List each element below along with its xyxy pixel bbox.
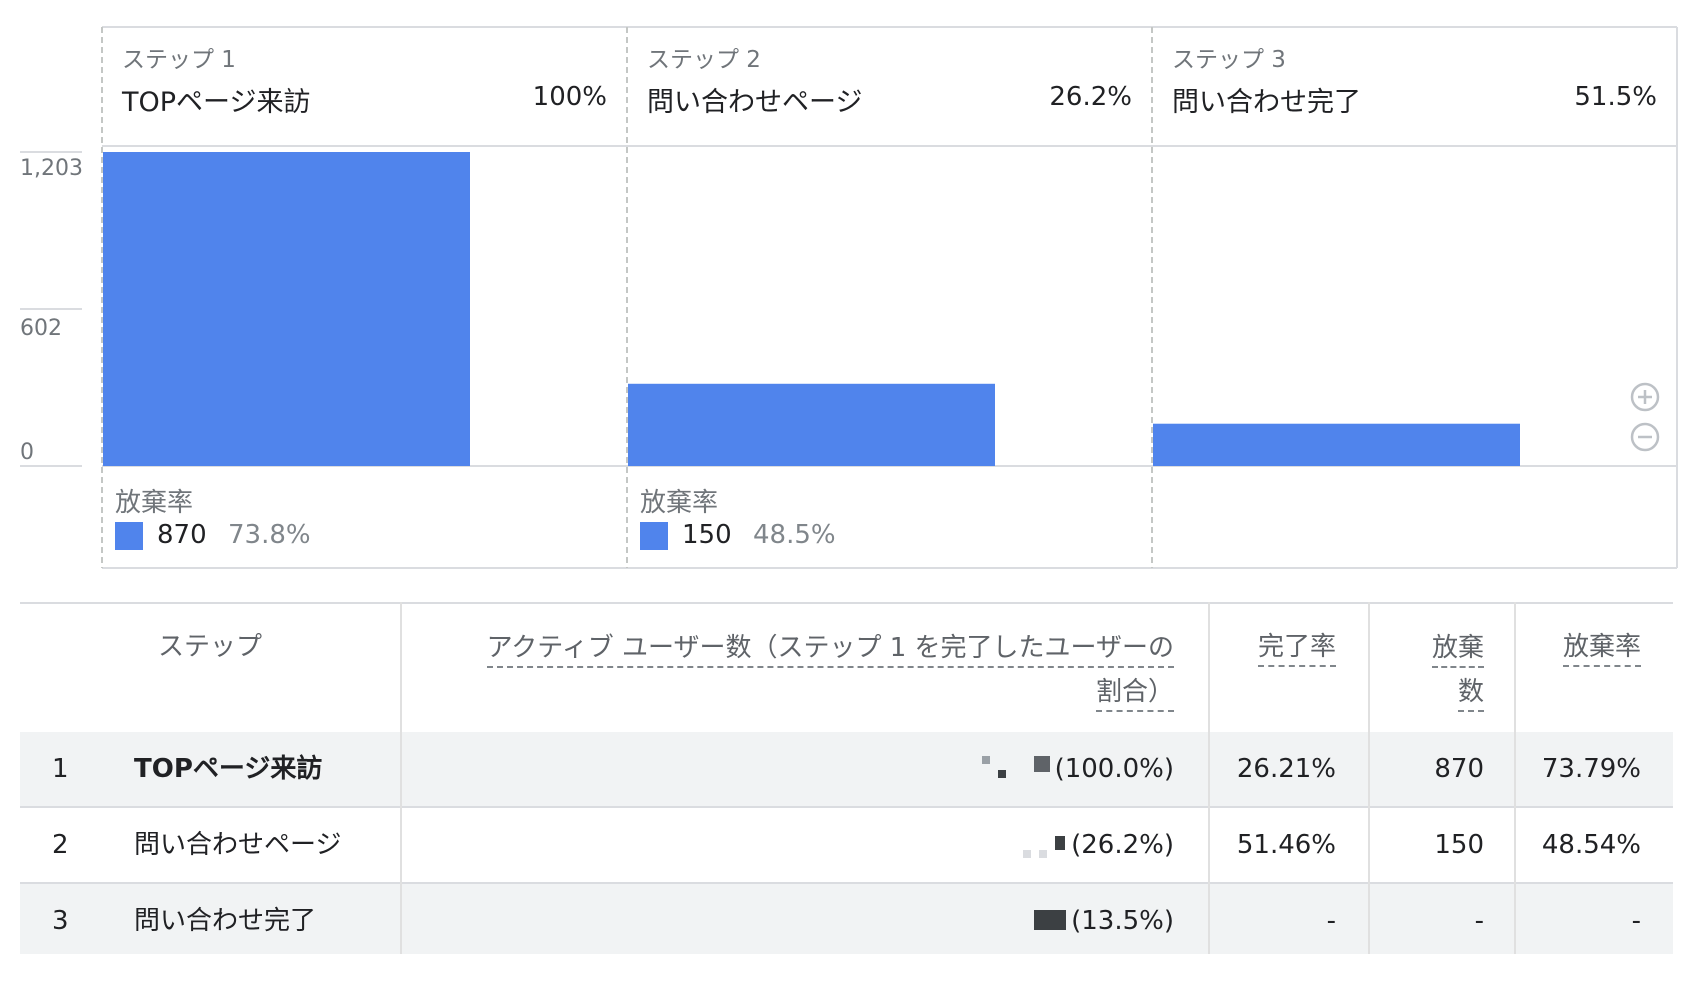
obscured-value <box>1034 910 1066 930</box>
row-abandon-count: 870 <box>1434 754 1484 784</box>
step-label: ステップ 3 <box>1172 47 1286 73</box>
funnel-table: ステップ アクティブ ユーザー数（ステップ 1 を完了したユーザーの 割合） 完… <box>20 602 1673 954</box>
header-abandon-count-label: 放棄 <box>1431 633 1484 668</box>
row-step-name: TOPページ来訪 <box>134 754 323 784</box>
y-tick-label: 602 <box>20 316 62 341</box>
row-step-name: 問い合わせページ <box>134 830 342 860</box>
funnel-chart-svg <box>20 26 1678 569</box>
table-top-border <box>20 602 1673 604</box>
row-abandon-count: 150 <box>1434 830 1484 860</box>
header-active-users-label-cont: 割合） <box>1095 677 1174 712</box>
table-row[interactable]: 1 TOPページ来訪 (100.0%) 26.21% 870 73.79% <box>20 732 1673 806</box>
row-abandon-count: - <box>1474 906 1484 936</box>
y-tick-label: 0 <box>20 440 34 465</box>
drop-swatch <box>640 522 668 550</box>
column-divider <box>1368 602 1370 954</box>
header-abandon-rate[interactable]: 放棄率 <box>1514 602 1673 732</box>
step-name: 問い合わせ完了 <box>1172 87 1361 118</box>
drop-swatch <box>115 522 143 550</box>
drop-rate-title: 放棄率 <box>115 488 194 518</box>
table-row[interactable]: 3 問い合わせ完了 (13.5%) - - - <box>20 884 1673 954</box>
row-abandon-rate: 48.54% <box>1541 830 1641 860</box>
column-divider <box>1208 602 1210 954</box>
step-percent: 100% <box>532 82 607 112</box>
obscured-value <box>998 770 1006 778</box>
row-index: 2 <box>52 830 69 860</box>
row-divider <box>20 806 1673 808</box>
row-step-name: 問い合わせ完了 <box>134 906 317 936</box>
obscured-value <box>1039 850 1047 858</box>
header-abandon-count-label-cont: 数 <box>1457 677 1484 712</box>
step-percent: 51.5% <box>1574 82 1657 112</box>
row-active-pct: (100.0%) <box>1054 754 1174 784</box>
step-name: 問い合わせページ <box>647 87 863 118</box>
row-abandon-rate: - <box>1631 906 1641 936</box>
header-completion-rate-label: 完了率 <box>1257 632 1336 667</box>
row-completion-rate: 51.46% <box>1236 830 1336 860</box>
drop-rate: 48.5% <box>753 520 836 550</box>
row-active-pct: (26.2%) <box>1071 830 1174 860</box>
header-active-users[interactable]: アクティブ ユーザー数（ステップ 1 を完了したユーザーの 割合） <box>400 602 1208 732</box>
step-name: TOPページ来訪 <box>122 87 311 118</box>
row-completion-rate: - <box>1326 906 1336 936</box>
row-active-pct: (13.5%) <box>1071 906 1174 936</box>
step-label: ステップ 1 <box>122 47 236 73</box>
step-percent: 26.2% <box>1049 82 1132 112</box>
table-row[interactable]: 2 問い合わせページ (26.2%) 51.46% 150 48.54% <box>20 808 1673 882</box>
step-label: ステップ 2 <box>647 47 761 73</box>
header-abandon-rate-label: 放棄率 <box>1562 632 1641 667</box>
drop-rate-title: 放棄率 <box>640 488 719 518</box>
obscured-value <box>982 756 990 764</box>
header-step[interactable]: ステップ <box>20 602 400 732</box>
column-divider <box>400 602 402 954</box>
funnel-chart: ステップ 1 TOPページ来訪 100% ステップ 2 問い合わせページ 26.… <box>20 26 1678 569</box>
step-header-1: ステップ 1 TOPページ来訪 100% <box>102 26 627 146</box>
obscured-value <box>1023 850 1031 858</box>
step-header-3: ステップ 3 問い合わせ完了 51.5% <box>1152 26 1677 146</box>
drop-count: 870 <box>157 520 207 550</box>
header-abandon-count[interactable]: 放棄 数 <box>1368 602 1514 732</box>
zoom-in-icon[interactable] <box>1630 382 1660 412</box>
row-completion-rate: 26.21% <box>1236 754 1336 784</box>
row-index: 1 <box>52 754 69 784</box>
obscured-value <box>1034 756 1050 772</box>
row-index: 3 <box>52 906 69 936</box>
funnel-bar-step-3[interactable] <box>1153 423 1520 466</box>
row-divider <box>20 882 1673 884</box>
step-header-2: ステップ 2 問い合わせページ 26.2% <box>627 26 1152 146</box>
drop-count: 150 <box>682 520 732 550</box>
column-divider <box>1514 602 1516 954</box>
funnel-bar-step-2[interactable] <box>628 383 995 466</box>
zoom-out-icon[interactable] <box>1630 422 1660 452</box>
header-step-label: ステップ <box>157 632 262 662</box>
row-abandon-rate: 73.79% <box>1541 754 1641 784</box>
header-completion-rate[interactable]: 完了率 <box>1208 602 1368 732</box>
y-tick-label: 1,203 <box>20 156 83 181</box>
funnel-bar-step-1[interactable] <box>103 152 470 466</box>
obscured-value <box>1055 836 1065 850</box>
header-active-users-label: アクティブ ユーザー数（ステップ 1 を完了したユーザーの <box>486 633 1174 668</box>
drop-rate: 73.8% <box>228 520 311 550</box>
